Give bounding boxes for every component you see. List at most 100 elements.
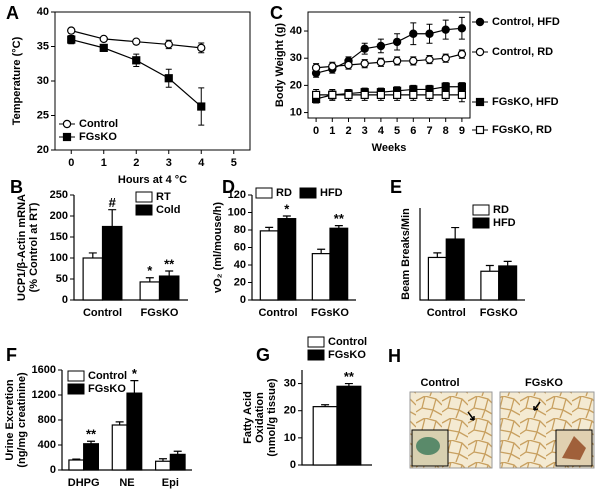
- marker: [344, 60, 353, 70]
- marker: [132, 56, 141, 65]
- y-tick-label: 25: [37, 109, 49, 121]
- y-tick-label: 40: [234, 259, 246, 271]
- y-tick-label: 200: [50, 210, 68, 222]
- bar: [126, 392, 143, 471]
- legend-label: Control: [328, 336, 367, 348]
- bar: [445, 238, 465, 301]
- marker: [409, 90, 418, 99]
- marker: [425, 90, 434, 99]
- bar: [83, 443, 99, 471]
- y-tick-label: 35: [37, 40, 49, 52]
- marker: [425, 29, 434, 38]
- marker: [409, 56, 418, 66]
- y-tick-label: 0: [240, 294, 246, 306]
- legend-label: Control: [88, 370, 127, 382]
- y-tick-label: 1200: [32, 389, 56, 401]
- legend-label: FGsKO, RD: [492, 124, 552, 136]
- x-axis-label: Hours at 4 °C: [118, 174, 187, 186]
- annotation: **: [86, 427, 97, 442]
- y-tick-label: 20: [234, 276, 246, 288]
- bar: [336, 385, 362, 466]
- x-tick-label: 1: [101, 157, 107, 169]
- y-tick-label: 100: [228, 206, 246, 218]
- arrow: [533, 401, 541, 411]
- marker: [164, 74, 173, 83]
- y-tick-label: 60: [234, 241, 246, 253]
- panel-label: F: [6, 345, 17, 365]
- y-tick-label: 120: [228, 189, 246, 201]
- y-tick-label: 40: [290, 25, 302, 37]
- y-tick-label: 100: [50, 252, 68, 264]
- x-tick-label: 0: [313, 125, 319, 137]
- y-axis-label: (nmol/g tissue): [266, 378, 278, 457]
- y-tick-label: 0: [62, 294, 68, 306]
- marker: [99, 34, 108, 44]
- marker: [132, 37, 141, 46]
- legend-label: HFD: [320, 187, 343, 199]
- x-tick-label: Control: [258, 307, 297, 319]
- annotation: **: [164, 256, 175, 271]
- marker: [393, 90, 402, 99]
- marker: [457, 24, 467, 33]
- marker: [441, 90, 450, 99]
- bar: [329, 227, 349, 301]
- y-tick-label: 10: [290, 106, 302, 118]
- marker: [441, 25, 450, 34]
- marker: [311, 63, 321, 72]
- error-bar: [485, 264, 494, 272]
- x-tick-label: Epi: [162, 477, 179, 489]
- error-bar: [451, 226, 460, 240]
- marker: [164, 40, 173, 49]
- bar: [169, 453, 186, 471]
- x-tick-label: 9: [459, 125, 465, 137]
- legend-swatch: [255, 187, 273, 199]
- legend-swatch: [299, 187, 317, 199]
- y-tick-label: 30: [290, 52, 302, 64]
- marker: [360, 90, 369, 99]
- y-tick-label: 30: [284, 377, 296, 389]
- x-tick-label: 1: [329, 125, 335, 137]
- legend-swatch: [472, 204, 490, 216]
- legend-label: Control, RD: [492, 46, 553, 58]
- legend-label: RT: [156, 191, 171, 203]
- x-tick-label: 6: [410, 125, 416, 137]
- bar: [277, 218, 297, 301]
- inset-cell: [416, 437, 440, 455]
- legend-swatch: [135, 191, 153, 203]
- panel-label: D: [222, 177, 235, 197]
- legend-label: FGsKO: [88, 383, 126, 395]
- x-tick-label: Control: [83, 307, 122, 319]
- y-tick-label: 80: [234, 224, 246, 236]
- bar: [111, 424, 128, 471]
- marker: [376, 41, 386, 51]
- y-tick-label: 0: [50, 464, 56, 476]
- y-axis-label: Body Weight (g): [274, 23, 286, 107]
- legend-label: Cold: [156, 204, 180, 216]
- series-line: [71, 39, 202, 107]
- annotation: **: [344, 369, 355, 384]
- y-axis-label: (ng/mg creatinine): [16, 372, 28, 468]
- error-bar: [317, 248, 326, 254]
- legend-label: FGsKO: [79, 131, 117, 143]
- marker: [441, 54, 450, 63]
- series-line: [316, 53, 463, 69]
- marker: [392, 37, 402, 47]
- marker: [99, 43, 108, 52]
- marker: [457, 49, 467, 59]
- image-title: FGsKO: [525, 377, 563, 389]
- panel-label: A: [6, 3, 19, 23]
- bar: [311, 253, 331, 301]
- x-tick-label: 7: [426, 125, 432, 137]
- bar: [82, 257, 104, 301]
- y-tick-label: 10: [284, 432, 296, 444]
- x-tick-label: 3: [166, 157, 172, 169]
- x-tick-label: 5: [394, 125, 400, 137]
- bar: [158, 275, 180, 301]
- annotation: #: [109, 195, 117, 210]
- marker: [360, 44, 369, 53]
- annotation: *: [147, 263, 153, 278]
- legend-swatch: [135, 204, 153, 216]
- panel-h: H Control FGsKO: [388, 346, 595, 469]
- marker: [67, 35, 76, 44]
